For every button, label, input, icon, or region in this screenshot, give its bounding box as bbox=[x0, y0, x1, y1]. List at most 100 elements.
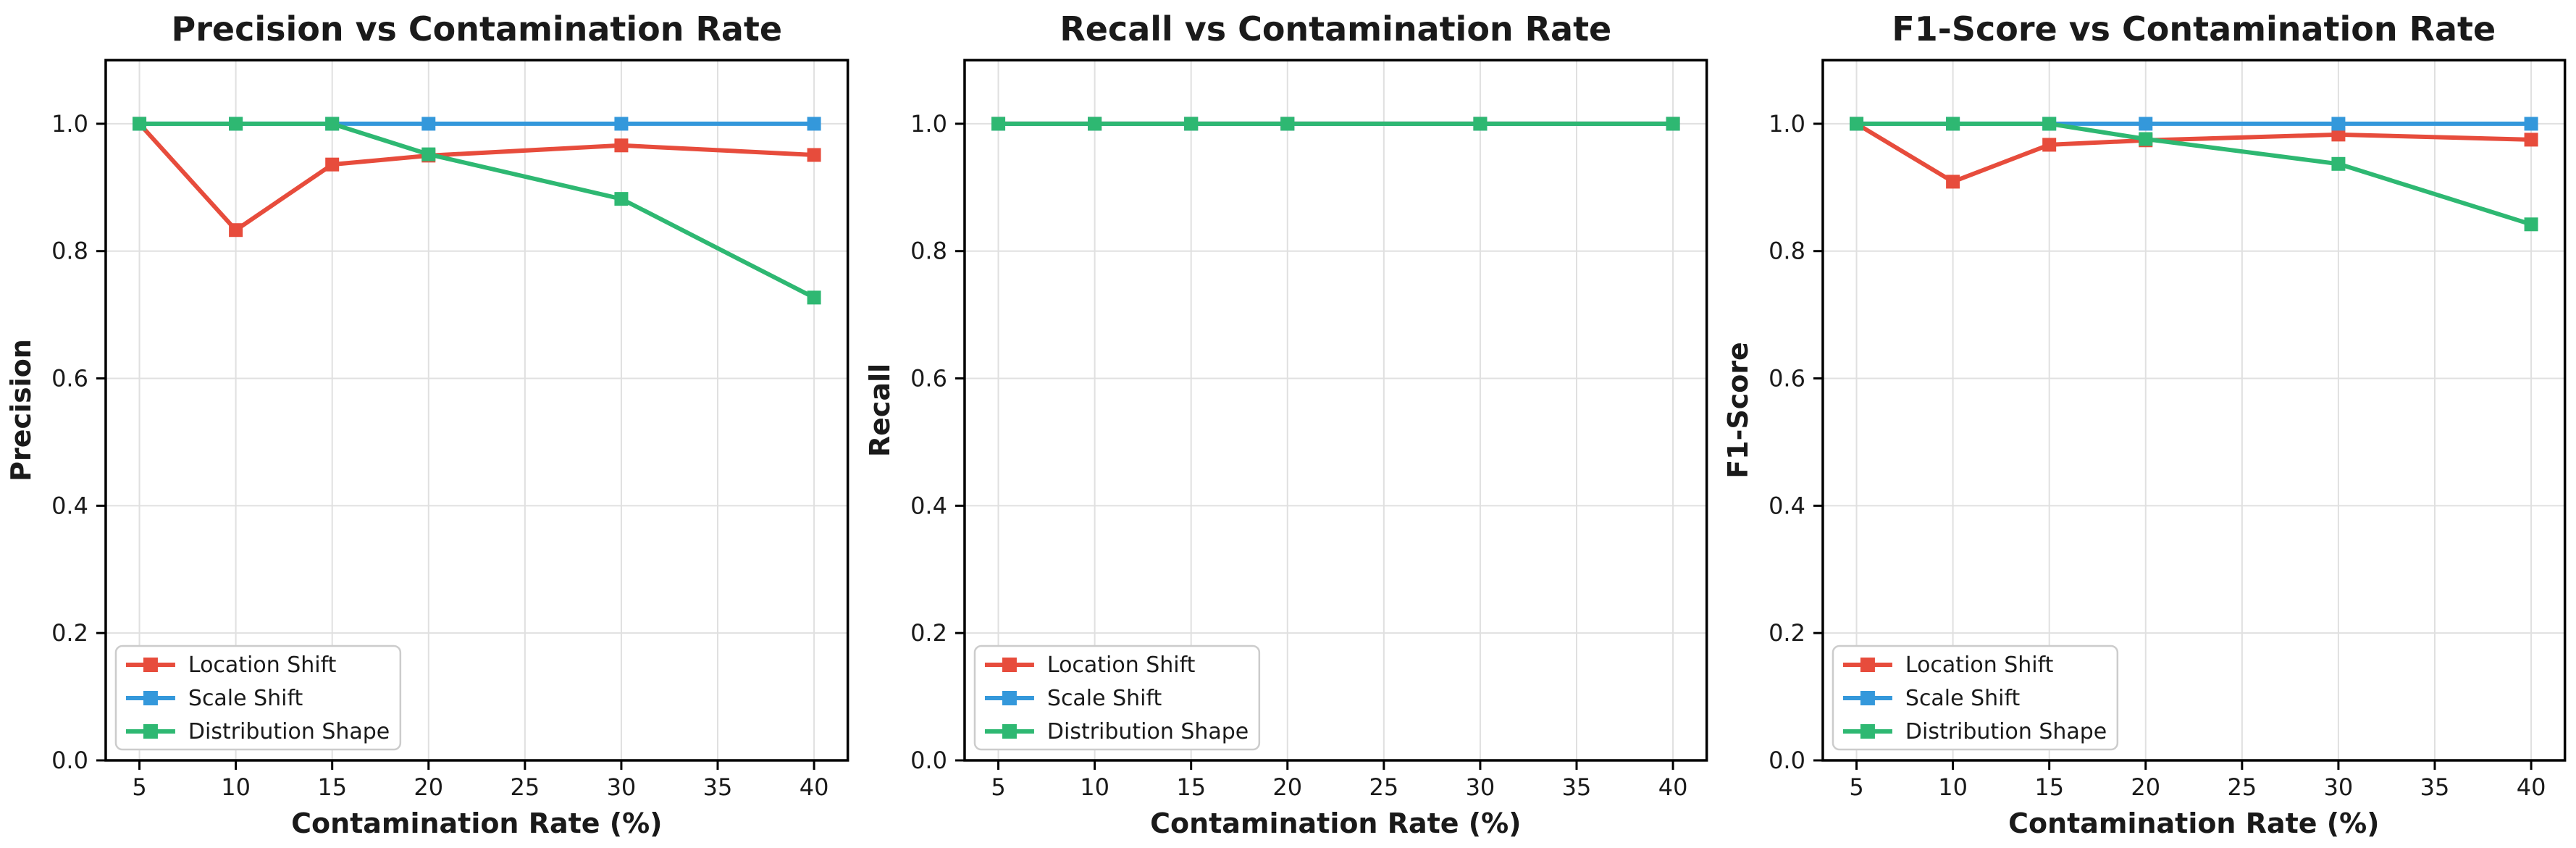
y-tick-label: 1.0 bbox=[910, 110, 947, 138]
legend-box bbox=[973, 645, 1260, 751]
y-axis-label: Precision bbox=[5, 339, 37, 482]
legend-swatch-marker bbox=[1002, 691, 1017, 705]
subplot-precision: 5 10 15 20 25 30 35 40 0.0 0.2 0.4 0.6 0.8 1.0 Precisi… bbox=[0, 0, 859, 848]
y-tick-label: 0.8 bbox=[51, 238, 88, 265]
legend: Location Shift Scale Shift Distribution Sh… bbox=[973, 645, 1260, 751]
x-tick-label: 40 bbox=[2517, 773, 2546, 801]
subplot-recall: 5 10 15 20 25 30 35 40 0.0 0.2 0.4 0.6 0.8 1.0 Recall … bbox=[858, 0, 1718, 848]
legend-label: Location Shift bbox=[1905, 652, 2054, 678]
legend-label: Location Shift bbox=[1047, 652, 1196, 678]
x-tick-label: 15 bbox=[2035, 773, 2065, 801]
x-tick-label: 20 bbox=[414, 773, 443, 801]
x-tick-label: 15 bbox=[1176, 773, 1206, 801]
axis-spines bbox=[104, 59, 849, 762]
data-point-marker bbox=[614, 192, 629, 206]
legend-swatch-marker bbox=[1860, 691, 1876, 705]
f1-score-chart-svg: 5 10 15 20 25 30 35 40 0.0 0.2 0.4 0.6 0.8 1.0 F1-Scor… bbox=[1717, 0, 2576, 848]
legend-label: Distribution Shape bbox=[1905, 719, 2107, 744]
data-point-marker bbox=[229, 223, 243, 238]
data-point-marker bbox=[1946, 117, 1960, 131]
y-tick-label: 0.2 bbox=[51, 619, 88, 647]
x-tick-label: 10 bbox=[221, 773, 251, 801]
axis-spines bbox=[1821, 59, 2567, 762]
data-point-marker bbox=[2331, 117, 2346, 131]
series-line-distribution-shape bbox=[1854, 121, 2534, 227]
legend-swatch-marker bbox=[1002, 658, 1017, 672]
x-tick-label: 35 bbox=[703, 773, 733, 801]
x-tick-label: 10 bbox=[1939, 773, 1968, 801]
legend-label: Scale Shift bbox=[188, 686, 303, 711]
legend-box bbox=[1832, 645, 2119, 751]
y-tick-label: 0.8 bbox=[910, 238, 947, 265]
x-tick-label: 25 bbox=[1369, 773, 1398, 801]
data-point-marker bbox=[2524, 117, 2538, 131]
data-point-marker bbox=[1666, 117, 1680, 131]
data-point-marker bbox=[133, 117, 147, 131]
legend-swatch-marker bbox=[1860, 658, 1876, 672]
data-point-marker bbox=[2331, 127, 2346, 142]
series-line-distribution-shape bbox=[137, 121, 817, 300]
data-point-marker bbox=[2524, 133, 2538, 147]
y-axis-label: F1-Score bbox=[1722, 342, 1754, 479]
data-point-marker bbox=[1946, 175, 1960, 189]
legend-box bbox=[114, 645, 402, 751]
y-tick-label: 1.0 bbox=[51, 110, 88, 138]
x-tick-label: 35 bbox=[2420, 773, 2450, 801]
y-tick-label: 1.0 bbox=[1769, 110, 1805, 138]
y-tick-label: 0.6 bbox=[1769, 365, 1805, 392]
x-tick-label: 25 bbox=[510, 773, 540, 801]
chart-title: Recall vs Contamination Rate bbox=[1060, 9, 1611, 49]
data-point-marker bbox=[2331, 156, 2346, 171]
x-tick-label: 40 bbox=[800, 773, 829, 801]
precision-chart-svg: 5 10 15 20 25 30 35 40 0.0 0.2 0.4 0.6 0.8 1.0 Precisi… bbox=[0, 0, 859, 848]
legend-label: Scale Shift bbox=[1905, 686, 2021, 711]
x-tick-label: 15 bbox=[317, 773, 347, 801]
data-point-marker bbox=[807, 290, 821, 305]
x-tick-label: 30 bbox=[607, 773, 637, 801]
legend-swatch-marker bbox=[143, 691, 158, 705]
y-tick-label: 0.6 bbox=[910, 365, 947, 392]
y-tick-label: 0.0 bbox=[1769, 747, 1805, 774]
legend-swatch-marker bbox=[1860, 724, 1876, 739]
x-tick-label: 40 bbox=[1658, 773, 1687, 801]
x-axis-label: Contamination Rate (%) bbox=[1150, 807, 1521, 839]
axis-spines bbox=[962, 59, 1708, 762]
legend-label: Scale Shift bbox=[1047, 686, 1162, 711]
legend-swatch-marker bbox=[143, 658, 158, 672]
data-point-marker bbox=[421, 147, 436, 161]
data-point-marker bbox=[2139, 132, 2153, 146]
data-point-marker bbox=[2524, 217, 2538, 232]
data-point-marker bbox=[325, 117, 340, 131]
legend-label: Distribution Shape bbox=[1047, 719, 1249, 744]
legend-swatch-marker bbox=[143, 724, 158, 739]
recall-chart-svg: 5 10 15 20 25 30 35 40 0.0 0.2 0.4 0.6 0.8 1.0 Recall … bbox=[858, 0, 1718, 848]
legend: Location Shift Scale Shift Distribution Sh… bbox=[114, 645, 402, 751]
y-tick-label: 0.2 bbox=[1769, 619, 1805, 647]
y-tick-label: 0.6 bbox=[51, 365, 88, 392]
x-tick-label: 30 bbox=[2324, 773, 2354, 801]
data-point-marker bbox=[614, 138, 629, 153]
data-point-marker bbox=[1280, 117, 1294, 131]
x-axis-label: Contamination Rate (%) bbox=[291, 807, 662, 839]
y-axis-label: Recall bbox=[864, 364, 896, 457]
legend-label: Distribution Shape bbox=[188, 719, 390, 744]
data-point-marker bbox=[2042, 138, 2057, 152]
data-point-marker bbox=[1183, 117, 1198, 131]
data-point-marker bbox=[1850, 117, 1864, 131]
x-tick-label: 20 bbox=[1272, 773, 1302, 801]
chart-title: F1-Score vs Contamination Rate bbox=[1892, 9, 2496, 49]
y-tick-label: 0.2 bbox=[910, 619, 947, 647]
data-point-marker bbox=[2139, 117, 2153, 131]
data-point-marker bbox=[421, 117, 436, 131]
x-tick-label: 25 bbox=[2228, 773, 2257, 801]
data-point-marker bbox=[991, 117, 1005, 131]
data-point-marker bbox=[614, 117, 629, 131]
chart-title: Precision vs Contamination Rate bbox=[172, 9, 783, 49]
x-tick-label: 5 bbox=[991, 773, 1005, 801]
y-tick-label: 0.0 bbox=[51, 747, 88, 774]
legend-swatch-marker bbox=[1002, 724, 1017, 739]
y-tick-label: 0.4 bbox=[1769, 492, 1805, 519]
x-tick-label: 30 bbox=[1465, 773, 1495, 801]
data-point-marker bbox=[807, 117, 821, 131]
